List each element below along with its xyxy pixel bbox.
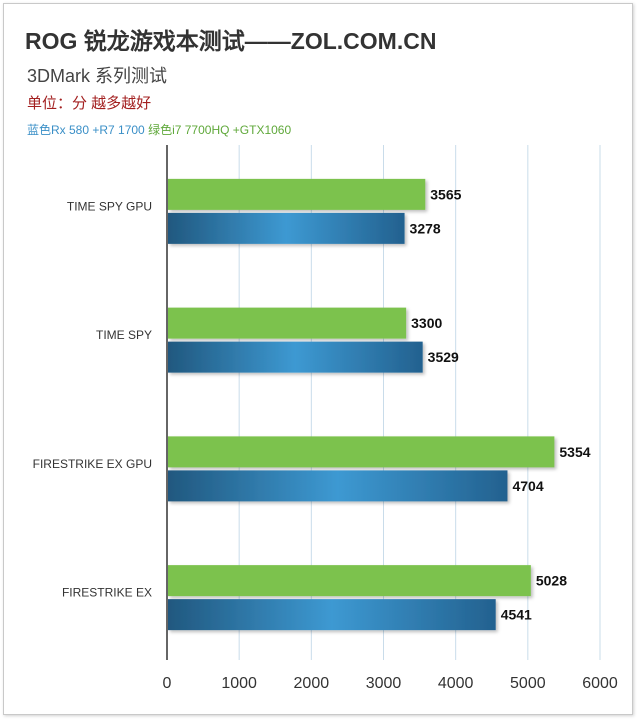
chart-title: ROG 锐龙游戏本测试——ZOL.COM.CN: [25, 28, 437, 54]
legend-green: 绿色i7 7700HQ +GTX1060: [148, 123, 292, 137]
bar-green-1: [168, 307, 407, 339]
value-label-green-3: 5028: [536, 573, 567, 589]
x-tick-label-4000: 4000: [438, 675, 474, 692]
bar-blue-0: [168, 212, 405, 244]
legend: 蓝色Rx 580 +R7 1700 绿色i7 7700HQ +GTX1060: [27, 121, 291, 138]
bar-green-3: [168, 565, 531, 597]
chart-subtitle: 3DMark 系列测试: [27, 66, 168, 86]
x-tick-label-6000: 6000: [582, 675, 618, 692]
bar-blue-3: [168, 599, 496, 631]
x-tick-label-2000: 2000: [294, 675, 330, 692]
category-label-3: FIRESTRIKE EX: [62, 586, 152, 600]
value-label-green-0: 3565: [430, 186, 461, 202]
bar-green-2: [168, 436, 555, 468]
value-label-green-1: 3300: [411, 315, 442, 331]
bar-green-0: [168, 178, 426, 210]
value-label-blue-0: 3278: [410, 220, 441, 236]
x-tick-label-5000: 5000: [510, 675, 546, 692]
x-tick-label-3000: 3000: [366, 675, 402, 692]
value-label-blue-1: 3529: [428, 349, 459, 365]
value-label-green-2: 5354: [559, 444, 590, 460]
bar-blue-2: [168, 470, 508, 502]
x-tick-label-1000: 1000: [221, 675, 257, 692]
value-label-blue-3: 4541: [501, 607, 532, 623]
unit-note: 单位：分 越多越好: [27, 95, 152, 112]
category-label-0: TIME SPY GPU: [67, 199, 152, 213]
category-label-1: TIME SPY: [96, 328, 152, 342]
legend-blue: 蓝色Rx 580 +R7 1700: [27, 123, 145, 137]
value-label-blue-2: 4704: [512, 478, 543, 494]
bar-blue-1: [168, 341, 423, 373]
category-label-2: FIRESTRIKE EX GPU: [33, 457, 152, 471]
x-tick-label-0: 0: [163, 675, 172, 692]
